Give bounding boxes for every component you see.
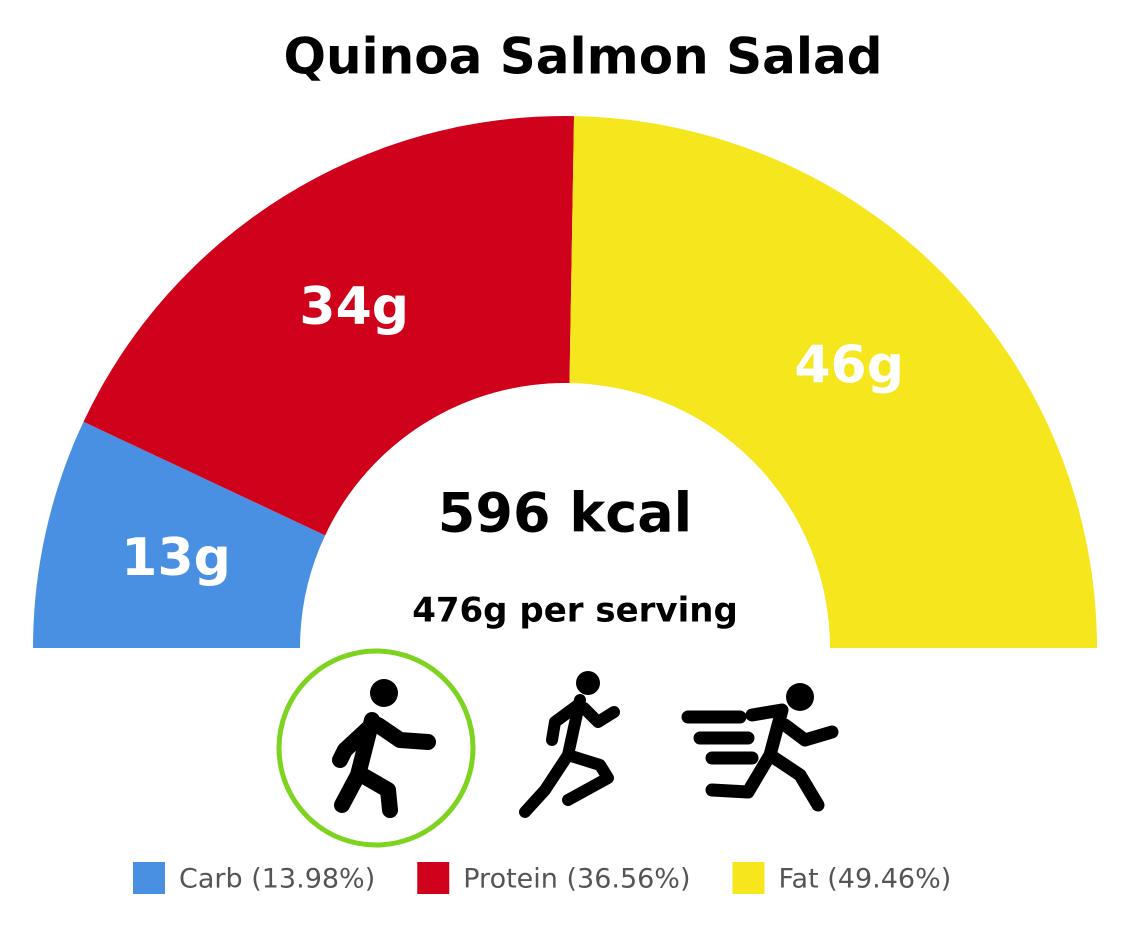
legend-swatch [732, 862, 765, 894]
value-label: 34g [299, 277, 409, 337]
walk-icon [332, 679, 436, 818]
legend-label: Carb (13.98%) [179, 864, 375, 895]
activity-run[interactable] [519, 671, 620, 818]
value-label: 46g [794, 336, 904, 396]
legend-swatch [417, 862, 450, 894]
arc-segment [83, 115, 575, 536]
arc-segment [33, 421, 326, 648]
selected-ring [276, 648, 476, 848]
legend-swatch [133, 862, 165, 894]
arcs: 13g 34g 46g [33, 115, 1097, 649]
arc-segment [569, 116, 1097, 649]
center-label: 596 kcal [438, 482, 692, 545]
subtitle: 476g per serving [412, 591, 738, 631]
legend-label: Fat (49.46%) [779, 864, 952, 895]
legend-label: Protein (36.56%) [463, 864, 690, 895]
value-label: 13g [121, 528, 231, 588]
chart-title: Quinoa Salmon Salad [283, 28, 882, 86]
activity-walk[interactable] [276, 648, 476, 848]
legend: Carb (13.98%) Protein (36.56%) Fat (49.46%… [133, 862, 951, 895]
activity-sprint[interactable] [681, 683, 839, 812]
